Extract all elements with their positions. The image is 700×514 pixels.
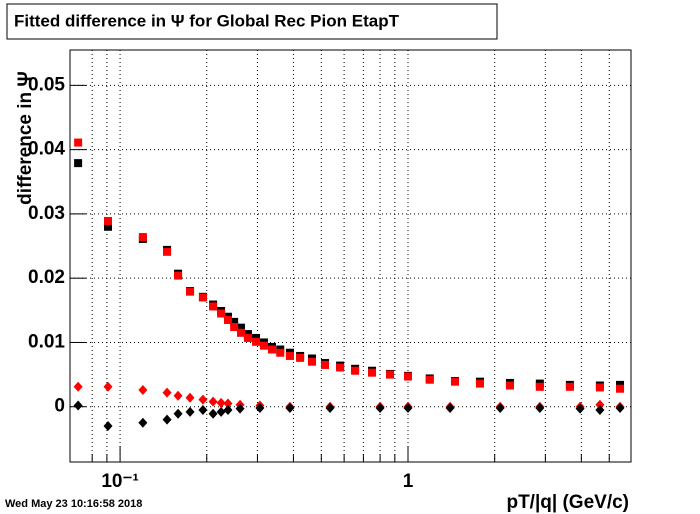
marker (575, 403, 585, 414)
timestamp: Wed May 23 10:16:58 2018 (5, 498, 142, 510)
y-tick-label: 0.05 (28, 74, 65, 95)
marker (403, 403, 413, 414)
title-box (6, 3, 498, 40)
marker (223, 315, 232, 324)
y-tick-label: 0.01 (28, 331, 65, 352)
marker (103, 381, 113, 392)
marker (217, 309, 226, 318)
marker (351, 366, 360, 375)
marker (445, 403, 455, 414)
marker (235, 403, 245, 414)
marker (138, 417, 148, 428)
marker (223, 404, 233, 415)
marker (595, 399, 605, 410)
marker (138, 385, 148, 396)
y-tick-label: 0 (54, 396, 65, 417)
marker (243, 333, 252, 342)
marker (216, 397, 226, 408)
marker (296, 353, 305, 362)
marker (223, 398, 233, 409)
marker (198, 404, 208, 415)
marker (535, 403, 545, 414)
marker (535, 382, 544, 391)
x-tick-label: 1 (403, 471, 414, 492)
marker (198, 293, 207, 302)
marker (368, 368, 377, 377)
marker (565, 382, 574, 391)
marker (73, 400, 83, 411)
marker (74, 159, 83, 168)
marker (174, 271, 183, 280)
marker (505, 381, 514, 390)
marker (230, 317, 239, 326)
marker (325, 403, 335, 414)
marker (495, 403, 505, 414)
marker (185, 406, 195, 417)
marker (162, 414, 172, 425)
plot-frame (69, 49, 632, 463)
x-tick-label: 10⁻¹ (101, 471, 139, 492)
marker (403, 372, 412, 381)
marker (209, 302, 218, 311)
chart-title: Fitted difference in Ψ for Global Rec Pi… (14, 11, 400, 30)
marker (173, 390, 183, 401)
marker (103, 421, 113, 432)
marker (73, 381, 83, 392)
y-tick-label: 0.02 (28, 267, 65, 288)
marker (255, 403, 265, 414)
y-tick-label: 0.04 (28, 139, 65, 160)
marker (216, 406, 226, 417)
marker (321, 360, 330, 369)
marker (595, 404, 605, 415)
marker (185, 392, 195, 403)
marker (138, 233, 147, 242)
marker (595, 383, 604, 392)
marker (230, 323, 239, 332)
marker (236, 328, 245, 337)
marker (616, 384, 625, 393)
marker (163, 247, 172, 256)
marker (450, 377, 459, 386)
marker (475, 379, 484, 388)
marker (259, 341, 268, 350)
marker (162, 387, 172, 398)
marker (208, 396, 218, 407)
marker (104, 216, 113, 225)
marker (198, 394, 208, 405)
marker (208, 408, 218, 419)
marker (236, 323, 245, 332)
marker (285, 403, 295, 414)
marker (104, 222, 113, 231)
y-tick-label: 0.03 (28, 203, 65, 224)
marker (307, 357, 316, 366)
marker (285, 351, 294, 360)
marker (425, 375, 434, 384)
marker (252, 337, 261, 346)
marker (267, 345, 276, 354)
y-axis-label: difference in Ψ (15, 71, 36, 205)
marker (375, 403, 385, 414)
marker (615, 403, 625, 414)
marker (276, 348, 285, 357)
marker (386, 370, 395, 379)
marker (186, 287, 195, 296)
x-axis-label: pT/|q| (GeV/c) (506, 492, 629, 513)
marker (336, 363, 345, 372)
marker (173, 408, 183, 419)
marker (74, 138, 83, 147)
